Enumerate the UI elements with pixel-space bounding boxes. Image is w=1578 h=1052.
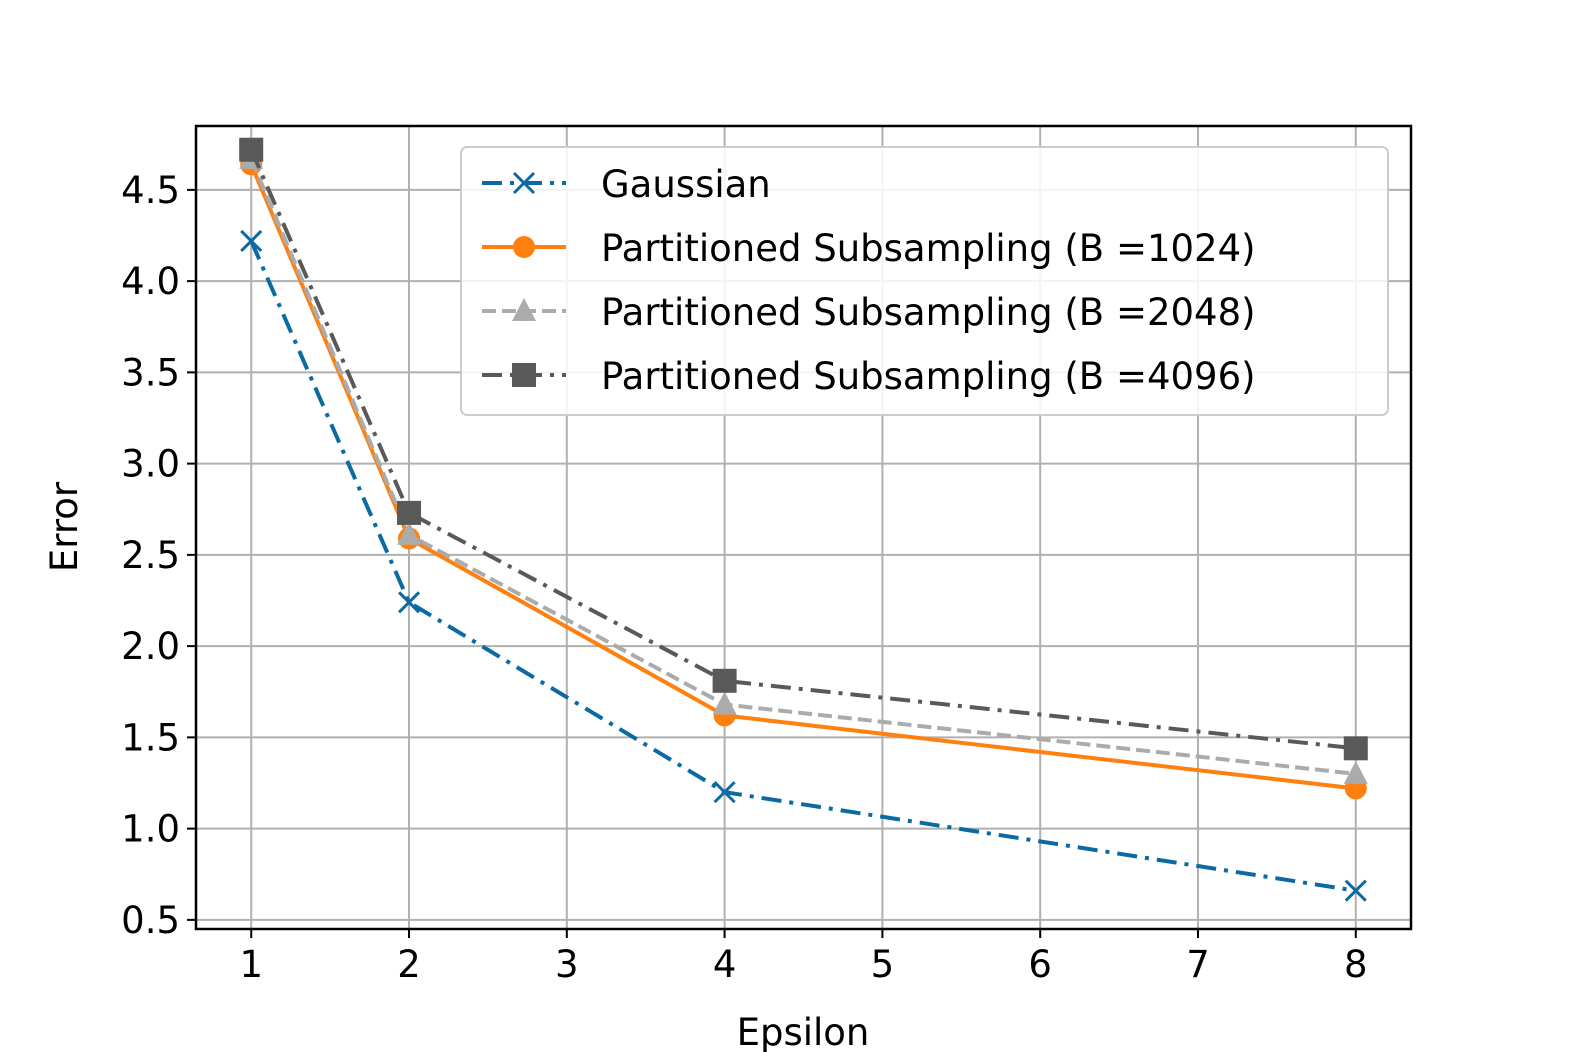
y-axis: 0.5 1.0 1.5 2.0 2.5 3.0 3.5 4.0 4.5 — [121, 169, 196, 942]
x-marker-stroke — [240, 229, 263, 253]
legend-marker — [512, 298, 536, 321]
series-line — [249, 148, 1356, 751]
plot-frame — [194, 124, 1413, 931]
series-4 — [239, 137, 1368, 761]
legend-label: Gaussian — [601, 163, 771, 206]
data-point — [1344, 879, 1367, 902]
y-axis-label: Error — [43, 481, 86, 572]
x-tick-label: 5 — [871, 943, 895, 986]
data-point — [239, 137, 264, 162]
data-point — [712, 668, 737, 693]
data-point — [240, 229, 263, 253]
series-line — [249, 240, 1357, 893]
x-tick-label: 6 — [1028, 943, 1052, 986]
y-tick-label: 2.0 — [121, 625, 180, 668]
legend-label: Partitioned Subsampling (B =4096) — [601, 355, 1256, 398]
legend-item-4: Partitioned Subsampling (B =4096) — [482, 355, 1256, 398]
y-tick-label: 0.5 — [121, 899, 180, 942]
x-tick-label: 4 — [713, 943, 737, 986]
x-marker-stroke — [713, 781, 736, 804]
y-tick-label: 1.0 — [121, 808, 180, 851]
y-tick-label: 3.5 — [121, 351, 180, 394]
legend-item-3: Partitioned Subsampling (B =2048) — [482, 291, 1256, 334]
x-tick-label: 3 — [555, 943, 579, 986]
y-tick-label: 1.5 — [121, 716, 180, 759]
y-tick-label: 3.0 — [121, 443, 180, 486]
legend-label: Partitioned Subsampling (B =1024) — [601, 227, 1256, 270]
y-tick-label: 4.5 — [121, 169, 180, 212]
legend-marker — [512, 171, 536, 195]
data-point — [1343, 760, 1368, 784]
data-point — [397, 591, 421, 614]
x-tick-label: 2 — [397, 943, 421, 986]
x-tick-label: 8 — [1344, 943, 1368, 986]
data-point — [713, 781, 736, 804]
legend-box — [460, 146, 1389, 416]
data-point — [712, 691, 737, 715]
data-point — [397, 500, 422, 525]
series-line — [249, 158, 1356, 776]
x-axis: 1 2 3 4 5 6 7 8 — [239, 929, 1368, 986]
legend-label: Partitioned Subsampling (B =2048) — [601, 291, 1256, 334]
x-tick-label: 1 — [239, 943, 263, 986]
x-marker-stroke — [397, 591, 421, 614]
legend-marker — [512, 363, 536, 387]
x-marker-stroke — [1344, 879, 1367, 902]
x-tick-label: 7 — [1186, 943, 1210, 986]
series-layer — [239, 137, 1368, 902]
data-point — [397, 521, 422, 545]
legend: Gaussian Partitioned Subsampling (B =1024… — [460, 146, 1389, 416]
x-axis-label: Epsilon — [737, 1011, 870, 1052]
y-tick-label: 4.0 — [121, 260, 180, 303]
legend-item-2: Partitioned Subsampling (B =1024) — [482, 227, 1256, 270]
data-point — [1343, 736, 1368, 761]
series-1 — [240, 229, 1367, 902]
series-3 — [239, 145, 1368, 784]
legend-marker — [513, 236, 535, 258]
x-marker-stroke — [512, 171, 536, 195]
legend-item-1: Gaussian — [482, 163, 771, 206]
y-tick-label: 2.5 — [121, 534, 180, 577]
